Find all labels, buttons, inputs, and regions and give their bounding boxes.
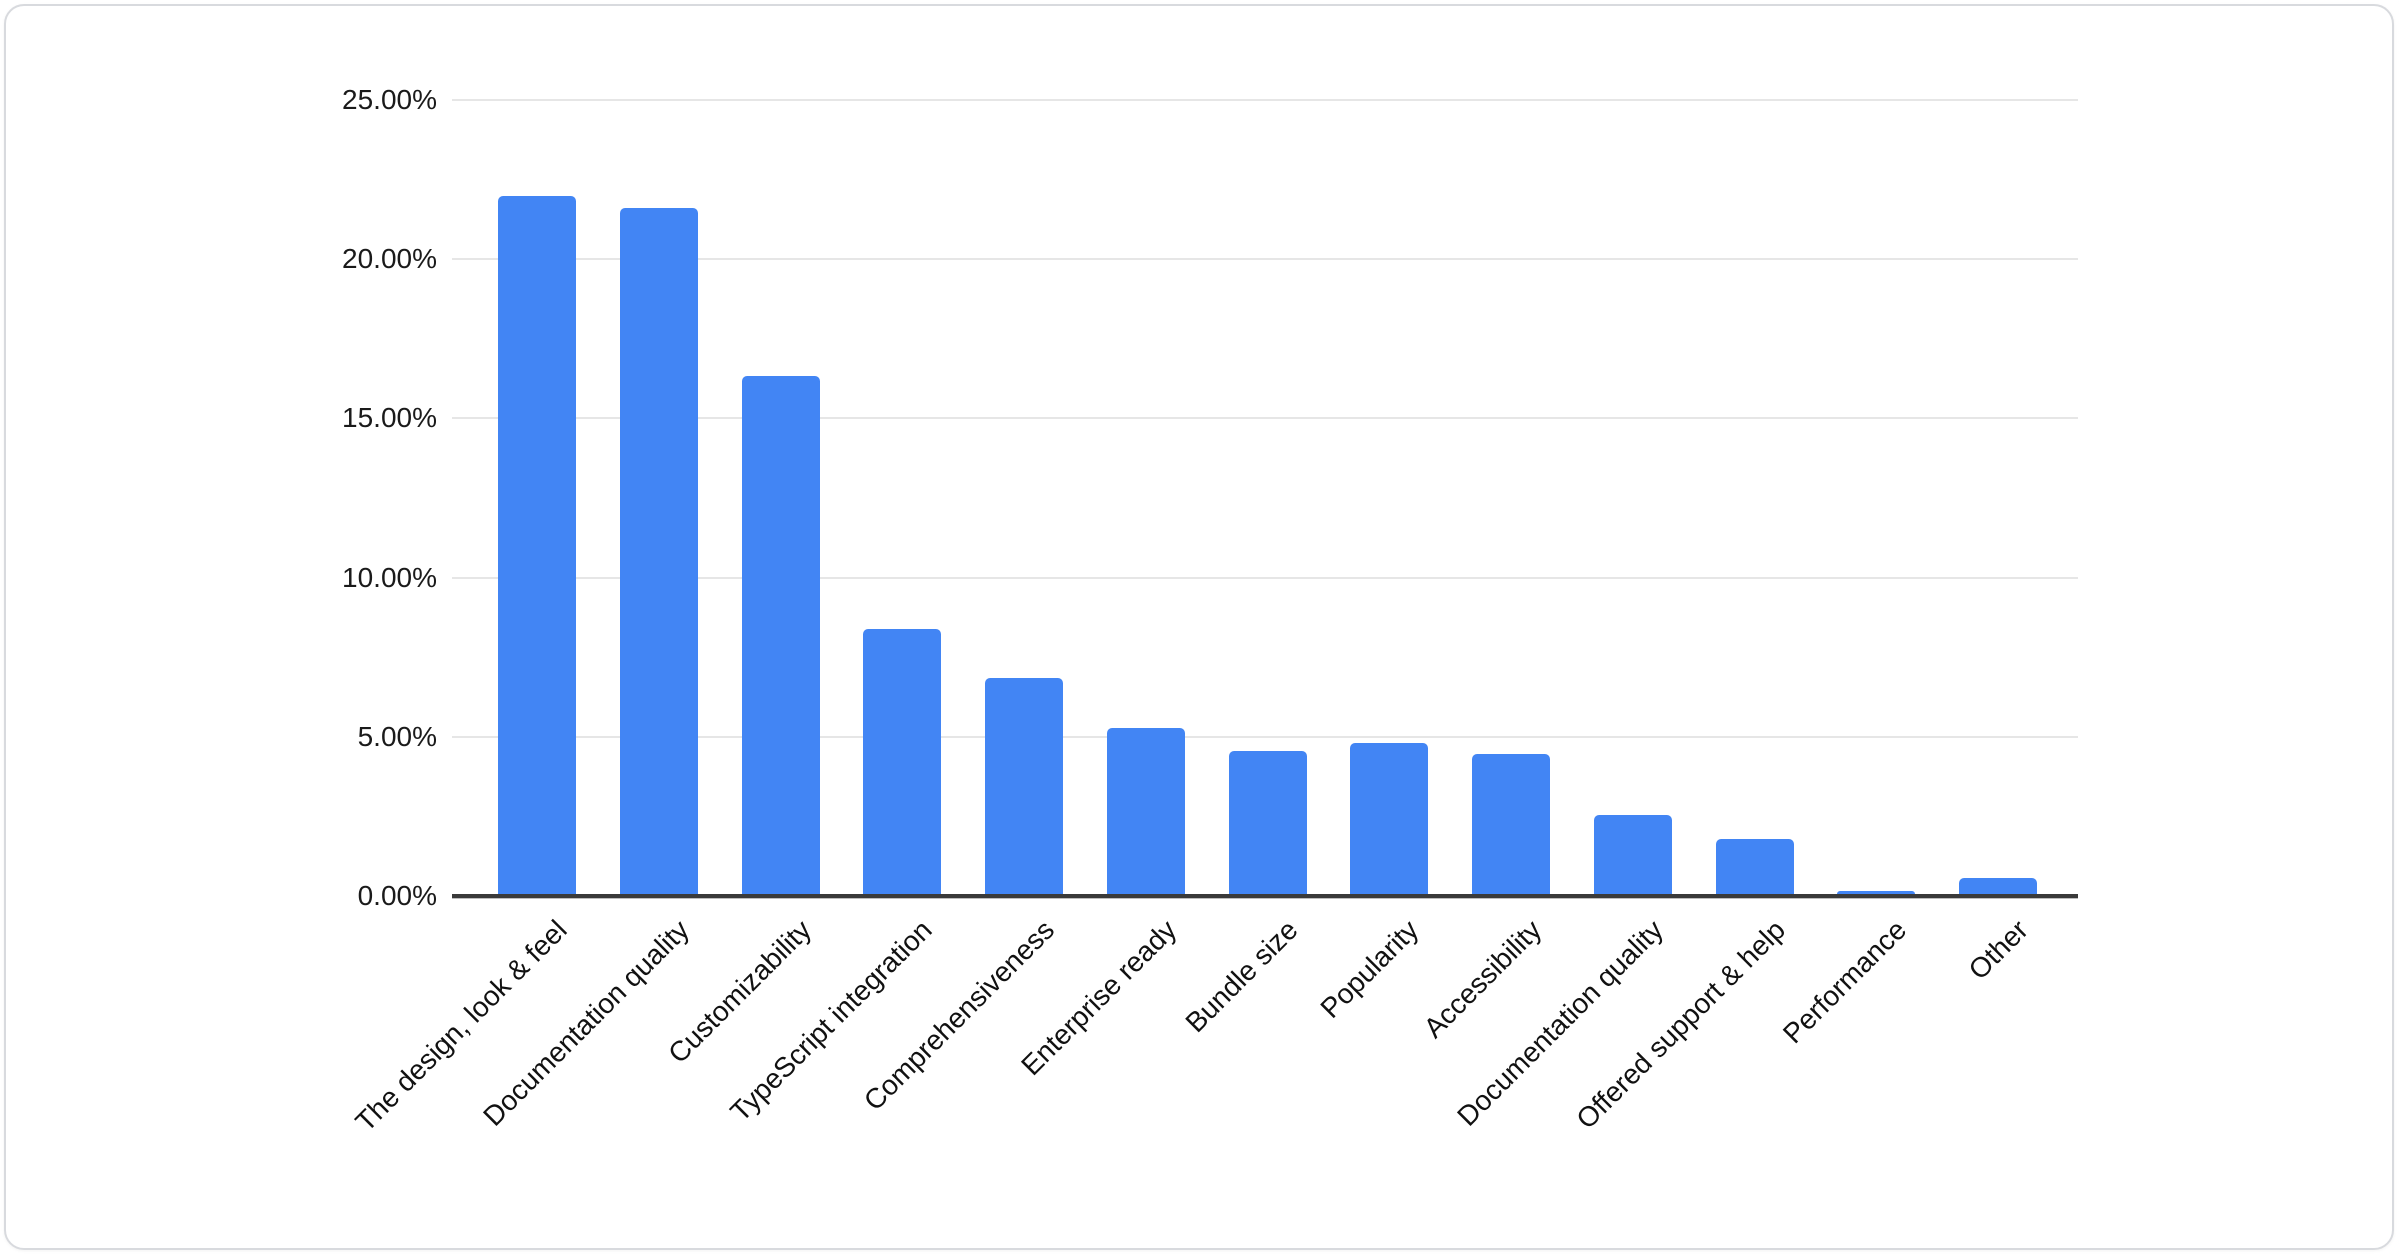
bar-popularity: [1350, 743, 1428, 896]
y-axis-tick-label: 5.00%: [357, 720, 437, 752]
bar-other: [1959, 878, 2037, 896]
bar-performance: [1837, 891, 1915, 896]
y-axis-tick-label: 0.00%: [357, 880, 437, 911]
bar-bundle-size: [1229, 751, 1307, 896]
bar-documentation-quality: [620, 208, 698, 896]
y-axis-tick-label: 20.00%: [342, 243, 437, 275]
bar-typescript-integration: [863, 629, 941, 896]
chart-card: [4, 4, 2394, 1250]
bar-documentation-quality: [1594, 815, 1672, 896]
bar-accessibility: [1472, 754, 1550, 896]
y-axis-tick-label: 15.00%: [342, 402, 437, 434]
y-axis-tick-label: 25.00%: [342, 84, 437, 115]
bar-enterprise-ready: [1107, 728, 1185, 896]
bar-the-design-look-feel: [498, 196, 576, 896]
bar-customizability: [742, 376, 820, 896]
bar-offered-support-help: [1716, 839, 1794, 896]
bar-comprehensiveness: [985, 678, 1063, 896]
y-axis-tick-label: 10.00%: [342, 561, 437, 593]
